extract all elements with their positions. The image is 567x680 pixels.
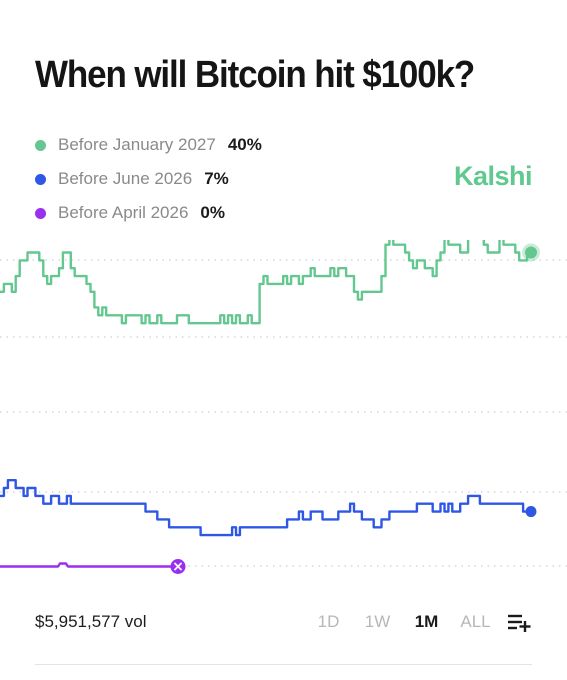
legend-value: 0% bbox=[200, 203, 225, 222]
legend-item-jun-2026[interactable]: Before June 2026 7% bbox=[35, 162, 262, 196]
legend-dot-icon bbox=[35, 173, 46, 185]
series-end-dot bbox=[525, 506, 537, 518]
legend-label: Before January 2027 bbox=[58, 135, 216, 154]
legend-dot-icon bbox=[35, 139, 46, 151]
legend-item-apr-2026[interactable]: Before April 2026 0% bbox=[35, 196, 262, 230]
range-1w-button[interactable]: 1W bbox=[353, 612, 402, 632]
series-closed-x-icon bbox=[170, 559, 186, 574]
series-line-2 bbox=[0, 562, 178, 568]
divider bbox=[35, 664, 532, 665]
range-1d-button[interactable]: 1D bbox=[304, 612, 353, 632]
legend-label: Before June 2026 bbox=[58, 169, 193, 188]
legend-dot-icon bbox=[35, 207, 46, 219]
add-to-list-button[interactable] bbox=[506, 611, 532, 633]
series-end-dot bbox=[525, 246, 537, 259]
chart-gridlines bbox=[0, 259, 567, 567]
chart-series bbox=[0, 240, 531, 568]
legend-value: 40% bbox=[227, 135, 262, 154]
kalshi-logo: Kalshi bbox=[454, 161, 533, 191]
chart-footer: $5,951,577 vol 1D 1W 1M ALL bbox=[35, 604, 532, 640]
volume-label: $5,951,577 vol bbox=[35, 612, 147, 631]
legend-item-jan-2027[interactable]: Before January 2027 40% bbox=[35, 128, 262, 162]
series-line-0 bbox=[0, 240, 531, 325]
legend-value: 7% bbox=[204, 169, 229, 188]
chart-legend: Before January 2027 40% Before June 2026… bbox=[35, 128, 262, 230]
probability-chart bbox=[0, 240, 567, 574]
legend-label: Before April 2026 bbox=[58, 203, 189, 222]
playlist-add-icon bbox=[508, 614, 531, 632]
time-range-selector: 1D 1W 1M ALL bbox=[304, 611, 532, 633]
page-title: When will Bitcoin hit $100k? bbox=[35, 54, 475, 96]
range-all-button[interactable]: ALL bbox=[451, 612, 500, 632]
range-1m-button[interactable]: 1M bbox=[402, 612, 451, 632]
chart-end-markers bbox=[170, 243, 540, 574]
series-line-1 bbox=[0, 479, 531, 537]
